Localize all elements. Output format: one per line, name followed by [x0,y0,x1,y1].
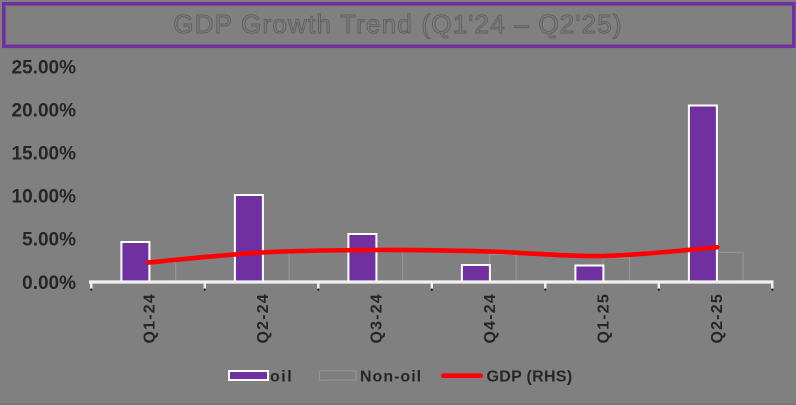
svg-text:25.00%: 25.00% [12,57,77,78]
svg-text:Q2-25: Q2-25 [709,293,726,343]
svg-text:10.00%: 10.00% [12,187,77,208]
svg-text:oil: oil [270,368,293,385]
svg-text:5.00%: 5.00% [22,230,76,251]
svg-text:GDP Growth Trend (Q1'24 – Q2'2: GDP Growth Trend (Q1'24 – Q2'25) [173,9,623,39]
svg-text:Q4-24: Q4-24 [482,293,499,343]
svg-text:Q1-25: Q1-25 [596,293,613,343]
svg-text:Non-oil: Non-oil [360,368,422,385]
svg-text:Q2-24: Q2-24 [255,293,272,343]
svg-text:GDP (RHS): GDP (RHS) [487,368,573,385]
svg-text:Q3-24: Q3-24 [369,293,386,343]
svg-text:0.00%: 0.00% [22,273,76,294]
svg-text:15.00%: 15.00% [12,144,77,165]
svg-text:20.00%: 20.00% [12,100,77,121]
svg-text:Q1-24: Q1-24 [142,293,159,343]
